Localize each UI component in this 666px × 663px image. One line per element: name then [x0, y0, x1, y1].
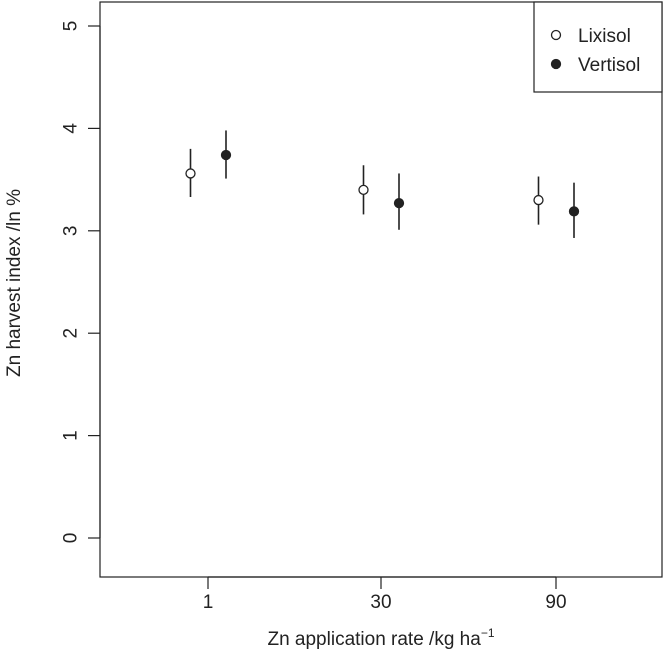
data-point-lixisol [358, 184, 369, 195]
y-tick-label: 5 [61, 21, 82, 32]
y-axis: 0 1 2 3 4 5 [61, 21, 101, 544]
data-point-vertisol [393, 198, 405, 209]
x-tick-label: 30 [370, 592, 391, 613]
x-axis-label-text: Zn application rate /kg ha [267, 629, 481, 650]
y-tick-label: 2 [61, 328, 82, 339]
y-axis-label: Zn harvest index /ln % [4, 189, 25, 377]
data-point-lixisol [185, 168, 196, 179]
x-tick-label: 90 [545, 592, 566, 613]
x-tick-label: 1 [203, 592, 214, 613]
legend-vertisol-label: Vertisol [578, 55, 640, 76]
y-tick-label: 1 [61, 430, 82, 441]
y-tick-label: 4 [61, 123, 82, 134]
data-point-vertisol [220, 149, 232, 161]
x-axis: 1 30 90 [203, 576, 567, 613]
legend: Lixisol Vertisol [533, 1, 663, 93]
legend-lixisol-marker [550, 29, 562, 41]
legend-lixisol-label: Lixisol [578, 26, 631, 47]
error-bars [189, 130, 575, 238]
x-axis-label: Zn application rate /kg ha−1 [267, 626, 494, 650]
legend-vertisol-marker [550, 58, 562, 70]
y-tick-label: 3 [61, 226, 82, 237]
y-tick-label: 0 [61, 533, 82, 544]
data-point-vertisol [568, 206, 580, 217]
data-point-lixisol [533, 194, 544, 206]
legend-box [533, 1, 663, 93]
data-points [185, 149, 580, 217]
x-axis-label-superscript: −1 [481, 626, 495, 640]
